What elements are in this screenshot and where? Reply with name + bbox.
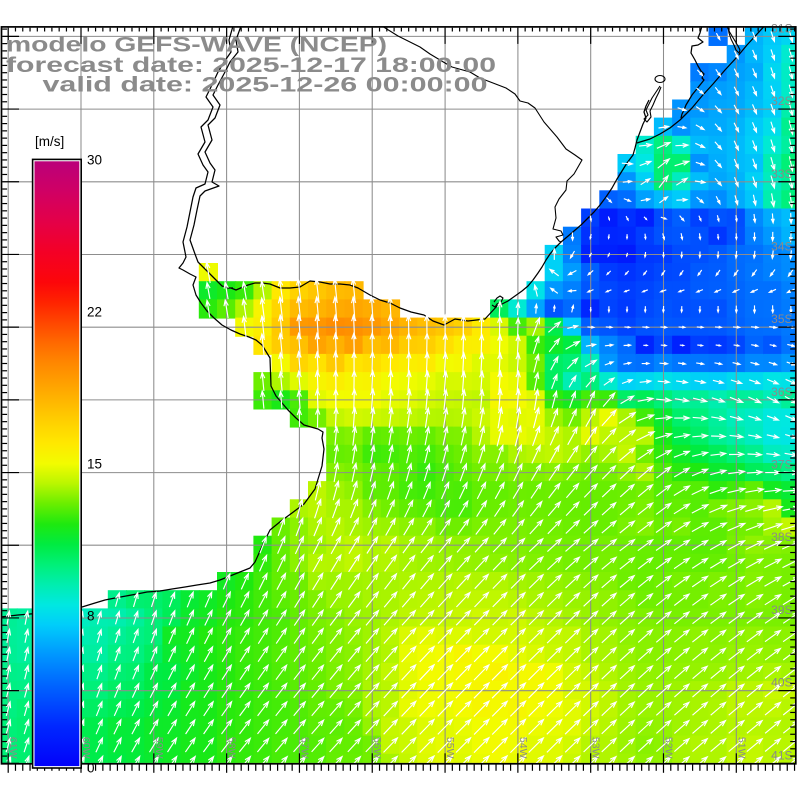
svg-text:valid date: 2025-12-26 00:00:0: valid date: 2025-12-26 00:00:00 [43,73,488,97]
svg-text:55W: 55W [444,737,456,759]
svg-text:39S: 39S [771,603,792,617]
svg-text:54W: 54W [517,737,529,759]
svg-text:59W: 59W [153,737,165,759]
svg-text:40S: 40S [771,676,792,690]
svg-text:52W: 52W [663,737,675,759]
svg-text:forecast date: 2025-12-17 18:0: forecast date: 2025-12-17 18:00:00 [6,53,496,77]
svg-text:58W: 58W [226,737,238,759]
svg-text:8: 8 [87,609,95,624]
svg-text:57W: 57W [298,737,310,759]
svg-text:32S: 32S [771,94,792,108]
svg-text:22: 22 [87,305,102,320]
svg-text:61W: 61W [7,737,19,759]
svg-text:36S: 36S [771,385,792,399]
svg-text:56W: 56W [371,737,383,759]
svg-text:41S: 41S [771,748,792,762]
svg-text:37S: 37S [771,458,792,472]
svg-text:33S: 33S [771,167,792,181]
svg-text:51W: 51W [735,737,747,759]
svg-text:[m/s]: [m/s] [35,134,64,149]
svg-text:31S: 31S [771,21,792,35]
svg-text:34S: 34S [771,240,792,254]
svg-text:0: 0 [87,761,95,776]
svg-text:modelo GEFS-WAVE (NCEP): modelo GEFS-WAVE (NCEP) [6,33,387,57]
svg-text:30: 30 [87,153,102,168]
svg-text:38S: 38S [771,530,792,544]
svg-text:60W: 60W [80,737,92,759]
svg-text:35S: 35S [771,312,792,326]
svg-text:53W: 53W [590,737,602,759]
svg-text:15: 15 [87,457,102,472]
